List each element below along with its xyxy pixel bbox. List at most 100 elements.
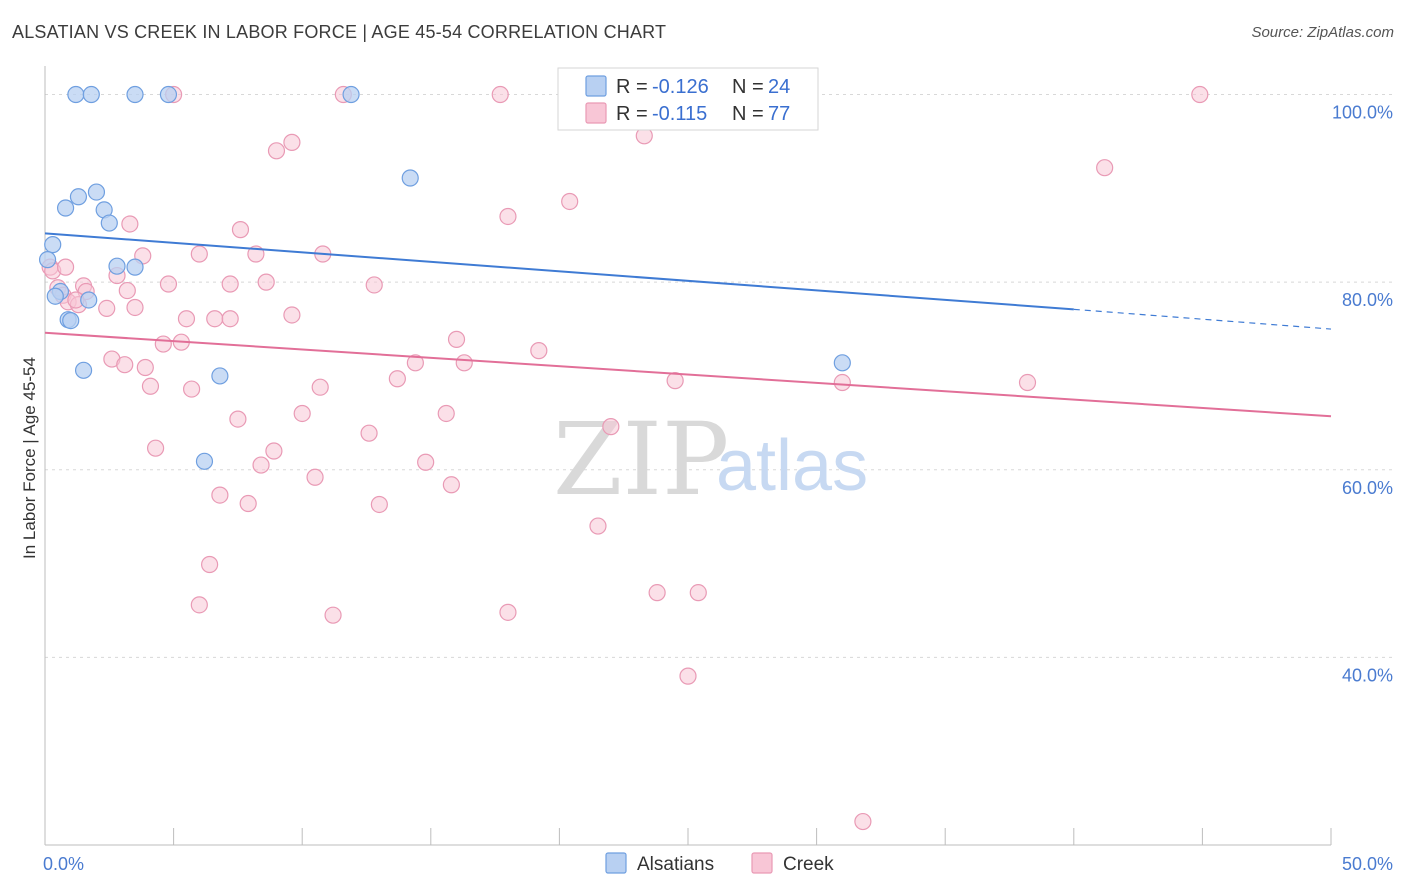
source-credit: Source: ZipAtlas.com <box>1251 24 1394 41</box>
y-tick-label: 40.0% <box>1342 665 1393 685</box>
creek-point <box>141 377 160 395</box>
x-tick-label: 50.0% <box>1342 854 1393 874</box>
creek-point <box>417 453 435 471</box>
y-tick-label: 100.0% <box>1332 103 1393 123</box>
creek-point <box>98 299 116 318</box>
x-tick-label: 0.0% <box>43 854 84 874</box>
creek-point <box>239 494 257 513</box>
alsatian-point <box>69 188 88 206</box>
creek-point <box>293 404 311 423</box>
creek-point <box>221 310 239 328</box>
creek-point <box>221 275 239 293</box>
creek-point <box>447 330 466 348</box>
axes <box>44 66 1332 846</box>
alsatian-point <box>401 169 419 187</box>
creek-point <box>159 275 178 293</box>
creek-point <box>283 306 301 324</box>
alsatian-point <box>87 183 106 201</box>
creek-point <box>666 372 684 390</box>
legend-swatch-alsatians <box>585 75 607 97</box>
creek-point <box>561 192 579 211</box>
alsatian-point <box>38 251 57 269</box>
creek-point <box>499 603 517 621</box>
alsatian-point <box>74 361 93 379</box>
creek-point <box>455 354 473 372</box>
creek-point <box>146 439 165 457</box>
creek-point <box>360 424 378 442</box>
alsatian-point <box>100 214 118 232</box>
trend-lines <box>44 232 1332 418</box>
creek-point <box>1096 159 1114 177</box>
legend-n-value-creek: 77 <box>768 103 790 125</box>
y-axis-title: In Labor Force | Age 45-54 <box>20 357 39 559</box>
legend-r-label-alsatians: R = <box>616 76 648 98</box>
creek-point <box>121 215 139 233</box>
alsatian-trend-extension <box>1073 308 1332 330</box>
alsatian-points <box>38 85 851 470</box>
creek-point <box>252 456 270 474</box>
creek-point <box>56 258 75 276</box>
alsatian-point <box>80 291 98 309</box>
watermark-zip: ZIP <box>553 401 729 518</box>
alsatian-point <box>62 312 80 330</box>
creek-point <box>602 418 620 436</box>
creek-point <box>206 310 224 328</box>
alsatian-point <box>46 287 64 305</box>
creek-trend-line <box>44 331 1332 418</box>
creek-point <box>154 335 172 353</box>
creek-point <box>136 358 154 377</box>
y-tick-label: 60.0% <box>1342 478 1393 498</box>
creek-point <box>679 667 697 685</box>
creek-point <box>406 354 424 372</box>
creek-point <box>437 404 455 423</box>
creek-point <box>190 596 208 614</box>
creek-point <box>1018 373 1037 392</box>
creek-point <box>267 142 286 160</box>
legend-r-value-alsatians: -0.126 <box>652 76 709 98</box>
creek-point <box>365 276 383 294</box>
bottom-legend-swatch-creek[interactable] <box>751 852 773 874</box>
creek-point <box>854 812 872 831</box>
legend-n-value-alsatians: 24 <box>768 76 790 98</box>
creek-point <box>229 410 247 428</box>
alsatian-point <box>56 199 75 217</box>
alsatian-point <box>82 85 100 104</box>
alsatian-point <box>108 257 126 275</box>
watermark: ZIP atlas <box>553 401 868 518</box>
legend-r-label-creek: R = <box>616 103 648 125</box>
bottom-legend-label-alsatians[interactable]: Alsatians <box>637 854 714 875</box>
alsatian-point <box>211 367 229 385</box>
creek-point <box>126 298 144 317</box>
creek-point <box>442 476 460 494</box>
y-tick-label: 80.0% <box>1342 290 1393 310</box>
creek-point <box>589 517 607 535</box>
alsatian-point <box>833 354 851 372</box>
creek-point <box>311 378 329 396</box>
watermark-atlas: atlas <box>716 426 868 506</box>
creek-point <box>530 342 548 360</box>
legend-swatch-creek <box>585 102 607 124</box>
creek-point <box>324 606 342 624</box>
creek-point <box>833 373 851 392</box>
bottom-legend-label-creek[interactable]: Creek <box>783 854 834 875</box>
creek-point <box>283 133 301 151</box>
alsatian-point <box>126 258 144 276</box>
creek-point <box>201 555 219 574</box>
creek-point <box>491 85 509 104</box>
creek-points <box>41 85 1209 831</box>
creek-point <box>1191 85 1209 104</box>
creek-point <box>257 273 275 291</box>
creek-point <box>499 207 517 226</box>
alsatian-trend-line <box>44 232 1074 311</box>
bottom-legend-swatch-alsatians[interactable] <box>605 852 627 874</box>
creek-point <box>648 584 666 602</box>
legend-n-label-alsatians: N = <box>732 76 764 98</box>
creek-point <box>211 486 229 504</box>
alsatian-point <box>44 236 62 254</box>
top-legend: R = -0.126 N = 24 R = -0.115 N = 77 <box>557 67 819 131</box>
alsatian-point <box>195 452 214 470</box>
creek-point <box>388 370 406 388</box>
alsatian-point <box>159 85 178 104</box>
legend-n-label-creek: N = <box>732 103 764 125</box>
